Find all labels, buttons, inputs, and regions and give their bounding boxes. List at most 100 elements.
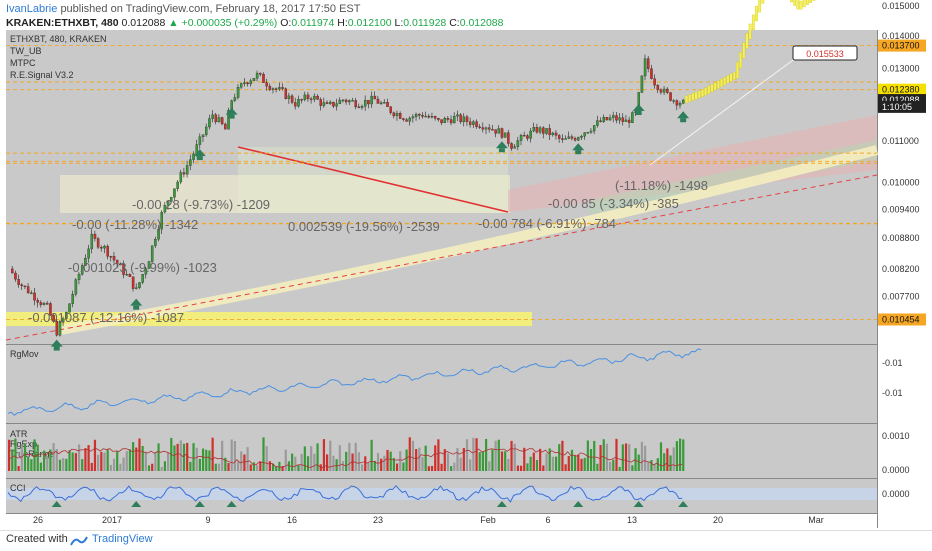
candle-body [11, 268, 14, 274]
atr-bar [179, 440, 182, 471]
atr-bar [52, 442, 55, 471]
candle-body [440, 119, 443, 124]
price-tick: 0.015000 [882, 1, 920, 11]
buy-signal-arrow [575, 150, 582, 155]
candle-body [185, 165, 189, 175]
candle-body [122, 263, 125, 275]
truerange-title[interactable]: TrueRange [10, 449, 55, 459]
candle-body [233, 97, 237, 101]
candle-body [551, 132, 555, 136]
atr-bar [624, 443, 628, 471]
candle-body [150, 245, 154, 262]
projection-candle [688, 94, 692, 102]
atr-bar [357, 452, 360, 471]
atr-bar [376, 452, 380, 471]
candle-body [80, 265, 84, 275]
atr-bar [475, 438, 478, 471]
candle-body [30, 292, 33, 295]
atr-bar [472, 437, 475, 471]
atr-bar [456, 447, 459, 471]
candle-body [163, 205, 167, 213]
atr-bar [62, 458, 65, 471]
candle-body [395, 113, 399, 117]
candle-body [208, 118, 211, 128]
legend-item[interactable]: R.E.Signal V3.2 [10, 70, 74, 80]
cci-title[interactable]: CCI [10, 483, 26, 493]
atr-bar [240, 451, 243, 471]
rgmov-tick: -0.01 [882, 388, 903, 398]
rgmov-title[interactable]: RgMov [10, 349, 39, 359]
candle-body [465, 116, 469, 122]
atr-bar [513, 443, 516, 471]
atr-bar [144, 451, 147, 471]
atr-bar [287, 461, 291, 471]
rgexp-title[interactable]: RgExp [10, 439, 37, 449]
buy-signal-arrow [50, 339, 63, 347]
atr-bar [462, 448, 465, 471]
price-badge-label: 0.013700 [882, 41, 920, 51]
atr-bar [20, 444, 23, 471]
legend-item[interactable]: MTPC [10, 58, 36, 68]
open-value: 0.011974 [291, 17, 335, 29]
candle-body [627, 119, 631, 123]
price-tick: 0.009400 [882, 204, 920, 214]
atr-bar [319, 464, 322, 471]
atr-bar [650, 460, 653, 471]
candle-body [243, 82, 246, 84]
atr-bar [14, 438, 17, 471]
rgmov-pane [6, 345, 877, 423]
price-badge-label: 0.012088 [882, 95, 920, 105]
atr-bar [380, 458, 383, 471]
atr-bar [415, 449, 418, 471]
atr-bar [554, 456, 558, 471]
atr-bar [402, 462, 405, 471]
candle-body [100, 247, 103, 249]
legend-item[interactable]: ETHXBT, 480, KRAKEN [10, 34, 107, 44]
atr-bar [618, 466, 621, 471]
projection-candle [739, 52, 742, 69]
atr-bar [609, 462, 612, 471]
candle-body [246, 82, 249, 85]
candle-body [103, 245, 106, 249]
atr-bar [481, 451, 485, 471]
projection-candle [726, 75, 730, 84]
author-link[interactable]: IvanLabrie [6, 3, 58, 15]
atr-bar [338, 445, 341, 471]
candle-body [192, 153, 195, 160]
atr-bar [106, 449, 109, 471]
atr-bar [383, 455, 386, 471]
atr-bar [160, 466, 163, 471]
candle-body [319, 99, 322, 106]
candle-body [494, 129, 497, 134]
time-tick: 23 [373, 515, 383, 525]
projection-candle [685, 95, 688, 104]
atr-bar [112, 458, 116, 471]
candle-body [659, 89, 663, 93]
atr-bar [389, 451, 392, 471]
atr-bar [430, 465, 434, 471]
candle-body [189, 159, 192, 166]
projection-candle [745, 33, 749, 49]
tradingview-link[interactable]: TradingView [92, 533, 153, 545]
candle-body [430, 116, 434, 118]
candle-body [535, 127, 539, 133]
atr-bar [322, 439, 326, 471]
candle-body [462, 116, 466, 123]
atr-bar [580, 458, 583, 471]
footer: Created with TradingView [0, 530, 932, 551]
atr-bar [154, 452, 157, 471]
atr-title[interactable]: ATR [10, 429, 28, 439]
atr-bar [256, 465, 259, 471]
candle-body [580, 136, 583, 138]
atr-bar [243, 454, 246, 471]
atr-bar [46, 456, 49, 471]
atr-bar [116, 451, 119, 471]
legend-item[interactable]: TW_UB [10, 46, 42, 56]
candle-body [545, 128, 548, 134]
projection-candle [710, 84, 714, 93]
atr-bar [370, 439, 373, 471]
atr-bar [678, 438, 682, 471]
price-badge [878, 83, 926, 96]
atr-bar [252, 462, 256, 471]
